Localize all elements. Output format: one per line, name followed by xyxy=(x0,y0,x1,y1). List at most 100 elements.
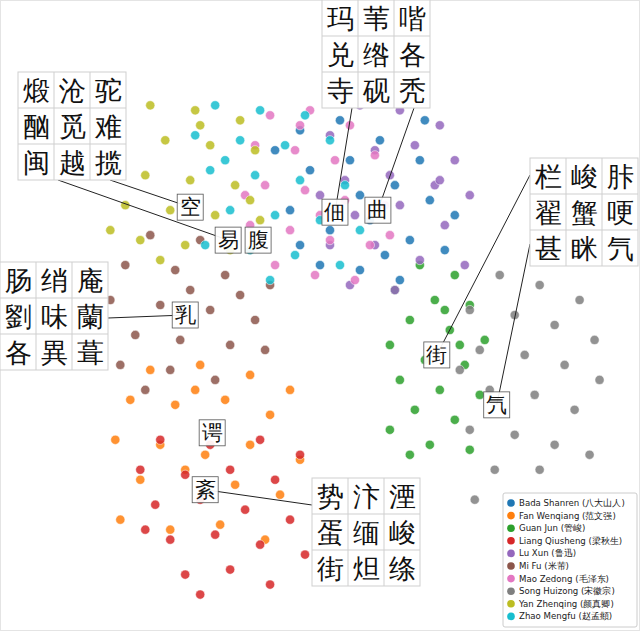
point xyxy=(166,525,175,534)
point xyxy=(136,465,145,474)
grid-character: 玛 xyxy=(327,3,354,34)
point-labels: 佃曲空易腹乳街氕谔紊 xyxy=(172,194,510,503)
point xyxy=(255,435,264,444)
point xyxy=(236,136,245,145)
point-label: 街 xyxy=(424,342,450,368)
grid-character: 缅 xyxy=(353,517,380,548)
point xyxy=(560,360,569,369)
point xyxy=(255,216,264,225)
point xyxy=(226,340,235,349)
point xyxy=(131,330,140,339)
point xyxy=(196,121,205,130)
point xyxy=(206,166,215,175)
leader-line xyxy=(437,175,530,355)
character-grid: 栏峻胩翟蟹哽甚眯氕 xyxy=(530,158,638,266)
grid-character: 势 xyxy=(317,481,344,512)
grid-character: 峻 xyxy=(389,517,416,548)
point xyxy=(270,260,279,269)
series-points xyxy=(96,231,275,395)
point xyxy=(285,206,294,215)
grid-character: 绡 xyxy=(41,265,68,296)
point xyxy=(221,156,230,165)
legend-entry: Liang Qiusheng (梁秋生) xyxy=(507,536,622,546)
legend-label: Mi Fu (米芾) xyxy=(519,561,569,571)
point xyxy=(275,490,284,499)
point xyxy=(300,550,309,559)
label-text: 佃 xyxy=(324,200,345,224)
legend-entry: Zhao Mengfu (赵孟頫) xyxy=(507,611,612,621)
point xyxy=(465,445,474,454)
point xyxy=(191,106,200,115)
point xyxy=(435,121,444,130)
point xyxy=(226,465,235,474)
point xyxy=(265,275,274,284)
grid-divider xyxy=(54,72,55,180)
grid-divider xyxy=(312,550,420,551)
point xyxy=(171,400,180,409)
legend-label: Yan Zhenqing (颜真卿) xyxy=(518,599,614,609)
point xyxy=(226,565,235,574)
point xyxy=(116,360,125,369)
point-label: 空 xyxy=(177,194,203,220)
point xyxy=(345,156,354,165)
point xyxy=(141,525,150,534)
series-points xyxy=(385,260,489,459)
point xyxy=(415,156,424,165)
label-box xyxy=(322,199,348,225)
point xyxy=(136,475,145,484)
grid-character: 觅 xyxy=(59,111,86,142)
point xyxy=(290,146,299,155)
label-box xyxy=(192,477,218,503)
grid-character: 兑 xyxy=(327,39,354,70)
leader-line xyxy=(497,244,530,405)
character-grid: 玛苇喈兑绺各寺砚秃 xyxy=(322,0,430,108)
point xyxy=(211,530,220,539)
series-points xyxy=(315,101,474,295)
point xyxy=(206,305,215,314)
legend-marker xyxy=(507,524,515,532)
character-grid: 煅沧驼酗觅难闽越揽 xyxy=(18,72,126,180)
point xyxy=(116,515,125,524)
label-text: 曲 xyxy=(367,198,388,222)
point xyxy=(270,211,279,220)
point xyxy=(305,166,314,175)
label-text: 紊 xyxy=(195,478,216,502)
plot-frame xyxy=(1,1,640,631)
point xyxy=(380,250,389,259)
point xyxy=(450,270,459,279)
legend-label: Song Huizong (宋徽宗) xyxy=(519,586,615,596)
grid-divider xyxy=(384,478,385,586)
legend-box xyxy=(503,493,637,627)
label-box xyxy=(172,302,198,328)
grid-divider xyxy=(18,144,126,145)
point xyxy=(285,226,294,235)
point xyxy=(395,201,404,210)
point xyxy=(405,315,414,324)
point xyxy=(236,116,245,125)
grid-divider xyxy=(602,158,603,266)
point xyxy=(390,285,399,294)
label-text: 谔 xyxy=(202,421,223,445)
point-label: 曲 xyxy=(365,197,391,223)
point xyxy=(595,375,604,384)
point-label: 腹 xyxy=(245,227,271,253)
point xyxy=(365,241,374,250)
grid-character: 蘭 xyxy=(77,301,104,332)
point xyxy=(251,146,260,155)
leader-line xyxy=(205,490,312,505)
label-box xyxy=(424,342,450,368)
point xyxy=(270,146,279,155)
point xyxy=(236,290,245,299)
point xyxy=(430,295,439,304)
grid-character: 绺 xyxy=(363,39,390,70)
grid-character: 葺 xyxy=(77,337,104,368)
series-points xyxy=(455,270,604,504)
point xyxy=(161,136,170,145)
grid-character: 砚 xyxy=(362,75,390,106)
point xyxy=(495,270,504,279)
grid-character: 蟹 xyxy=(571,197,598,228)
grid-character: 绦 xyxy=(389,553,416,584)
point xyxy=(440,305,449,314)
point xyxy=(300,111,309,120)
point xyxy=(535,465,544,474)
